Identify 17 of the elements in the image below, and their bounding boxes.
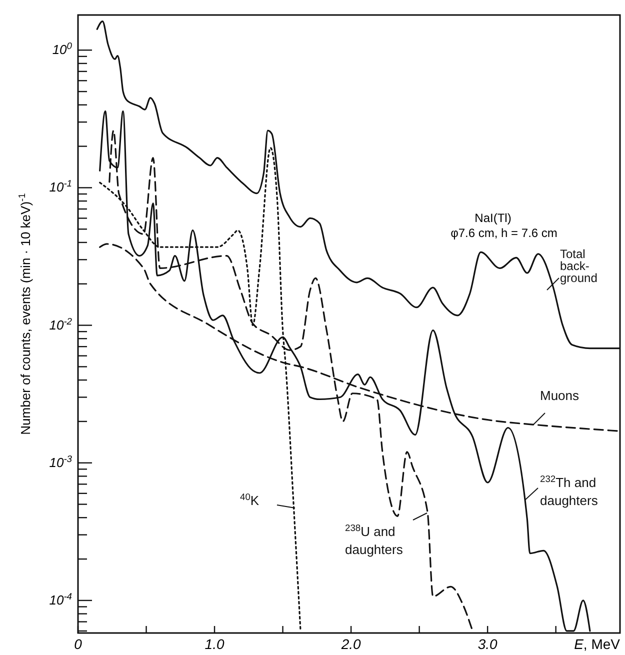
series-label: $^{238}$U and daughters [345,523,404,557]
y-tick-label: 10$^{-1}$ [49,178,72,195]
x-tick-label: 2.0 [340,636,361,652]
series-label: Muons [540,388,580,403]
legend-label: $^{232}$Th and daughters [540,474,598,508]
y-tick-label: 10$^{0}$ [52,41,73,58]
x-tick-label: 1.0 [204,636,224,652]
series-label: Total back- ground [560,247,598,285]
x-tick-label: 0 [74,636,82,652]
text: $^{40}$K [240,492,260,508]
x-axis-title: E, MeV [574,636,621,652]
x-tick-label: 3.0 [478,636,498,652]
annotation: NaI(Tl) [474,211,512,225]
y-tick-label: 10$^{-2}$ [49,316,73,332]
y-tick-label: 10$^{-3}$ [49,454,73,470]
y-tick-label: 10$^{-4}$ [49,591,72,608]
annotation: φ7.6 cm, h = 7.6 cm [450,226,558,240]
